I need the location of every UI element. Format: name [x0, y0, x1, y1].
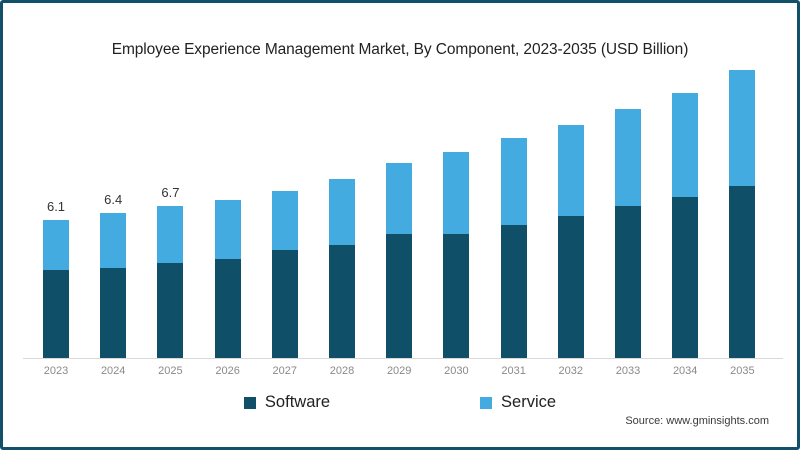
bar-stack[interactable]: 6.4 — [100, 192, 127, 359]
bar-stack[interactable] — [271, 190, 298, 359]
x-axis-tick-2028: 2028 — [329, 365, 355, 377]
x-axis-tick-2033: 2033 — [615, 365, 641, 377]
bar-stack[interactable] — [729, 69, 756, 359]
x-axis-line — [23, 358, 783, 359]
bar-segment-service[interactable] — [672, 92, 699, 198]
bar-segment-service[interactable] — [100, 213, 127, 268]
legend-swatch-software — [243, 396, 256, 409]
bar-stack[interactable] — [443, 151, 470, 359]
bar-value-label: 6.1 — [46, 199, 66, 215]
x-axis-tick-2030: 2030 — [444, 365, 469, 377]
x-axis-tick-2031: 2031 — [501, 365, 526, 377]
bar-segment-service[interactable] — [157, 206, 184, 264]
chart-title: Employee Experience Management Market, B… — [111, 41, 689, 58]
x-axis-tick-2023: 2023 — [43, 365, 69, 377]
bar-segment-service[interactable] — [43, 220, 69, 271]
x-axis-tick-2034: 2034 — [672, 365, 698, 377]
bar-segment-service[interactable] — [386, 163, 413, 234]
bar-segment-service[interactable] — [443, 151, 470, 234]
bar-stack[interactable] — [386, 163, 413, 359]
bar-segment-service[interactable] — [329, 179, 355, 246]
legend-label-software: Software — [264, 393, 331, 411]
x-axis-tick-2035: 2035 — [730, 365, 755, 377]
x-axis-tick-2032: 2032 — [558, 365, 584, 377]
bar-segment-software[interactable] — [672, 197, 699, 359]
x-axis-tick-2026: 2026 — [215, 365, 240, 377]
legend-item-software[interactable]: Software — [243, 393, 331, 412]
bar-stack[interactable]: 6.7 — [157, 185, 184, 359]
bar-value-label: 6.4 — [104, 192, 123, 208]
bar-stack[interactable] — [672, 92, 699, 359]
x-axis-tick-2027: 2027 — [272, 365, 298, 377]
bar-stack[interactable] — [500, 138, 527, 359]
bar-stack[interactable] — [615, 108, 641, 359]
bar-segment-service[interactable] — [557, 124, 584, 216]
x-axis-tick-2029: 2029 — [386, 365, 412, 377]
legend-swatch-service — [480, 396, 493, 409]
bar-segment-software[interactable] — [500, 224, 527, 359]
legend-item-service[interactable]: Service — [480, 393, 556, 412]
bar-stack[interactable]: 6.1 — [43, 199, 69, 359]
bar-stack[interactable] — [557, 124, 584, 359]
plot-area: 6.1 6.4 6.7 — [23, 63, 783, 359]
bar-value-label: 6.7 — [161, 185, 180, 201]
bar-segment-software[interactable] — [214, 258, 241, 359]
x-axis-tick-2024: 2024 — [100, 365, 126, 377]
bar-segment-software[interactable] — [386, 233, 413, 359]
bar-segment-service[interactable] — [271, 190, 298, 250]
bar-stack[interactable] — [214, 199, 241, 359]
bar-segment-software[interactable] — [557, 215, 584, 359]
bar-segment-service[interactable] — [214, 199, 241, 259]
bar-segment-software[interactable] — [443, 233, 470, 359]
bar-segment-software[interactable] — [271, 249, 298, 359]
chart-legend: Software Service — [3, 393, 797, 412]
bar-segment-software[interactable] — [100, 267, 127, 359]
bar-segment-software[interactable] — [615, 206, 641, 359]
bar-segment-service[interactable] — [615, 108, 641, 207]
source-attribution: Source: www.gminsights.com — [625, 415, 769, 427]
bar-segment-software[interactable] — [157, 263, 184, 359]
x-axis-tick-2025: 2025 — [158, 365, 183, 377]
legend-label-service: Service — [501, 393, 557, 411]
bar-segment-software[interactable] — [43, 270, 69, 359]
bar-stack[interactable] — [329, 179, 355, 359]
bar-segment-service[interactable] — [500, 138, 527, 225]
bar-segment-software[interactable] — [729, 185, 756, 359]
bar-segment-service[interactable] — [729, 69, 756, 186]
bar-segment-software[interactable] — [329, 245, 355, 359]
